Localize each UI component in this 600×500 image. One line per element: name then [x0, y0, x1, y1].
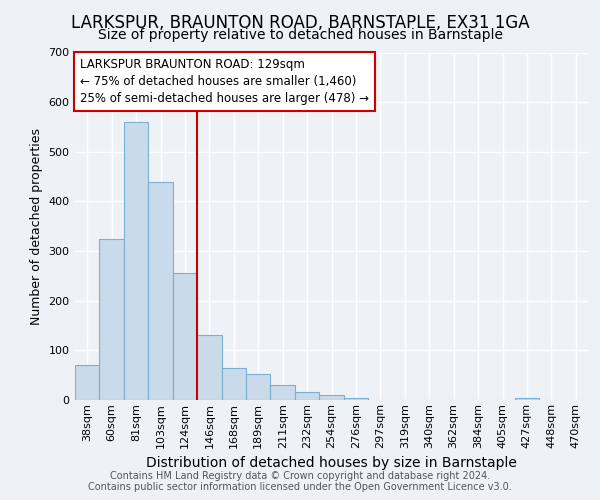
Bar	[197, 336, 221, 400]
Bar	[173, 274, 197, 400]
X-axis label: Distribution of detached houses by size in Barnstaple: Distribution of detached houses by size …	[146, 456, 517, 470]
Bar	[124, 122, 148, 400]
Bar	[75, 365, 100, 400]
Text: Contains HM Land Registry data © Crown copyright and database right 2024.: Contains HM Land Registry data © Crown c…	[110, 471, 490, 481]
Bar	[515, 398, 539, 400]
Text: Contains public sector information licensed under the Open Government Licence v3: Contains public sector information licen…	[88, 482, 512, 492]
Bar	[221, 368, 246, 400]
Bar	[246, 374, 271, 400]
Bar	[148, 182, 173, 400]
Text: LARKSPUR BRAUNTON ROAD: 129sqm
← 75% of detached houses are smaller (1,460)
25% : LARKSPUR BRAUNTON ROAD: 129sqm ← 75% of …	[80, 58, 369, 104]
Y-axis label: Number of detached properties: Number of detached properties	[30, 128, 43, 325]
Text: LARKSPUR, BRAUNTON ROAD, BARNSTAPLE, EX31 1GA: LARKSPUR, BRAUNTON ROAD, BARNSTAPLE, EX3…	[71, 14, 529, 32]
Text: Size of property relative to detached houses in Barnstaple: Size of property relative to detached ho…	[97, 28, 503, 42]
Bar	[344, 398, 368, 400]
Bar	[319, 395, 344, 400]
Bar	[295, 392, 319, 400]
Bar	[271, 385, 295, 400]
Bar	[100, 238, 124, 400]
